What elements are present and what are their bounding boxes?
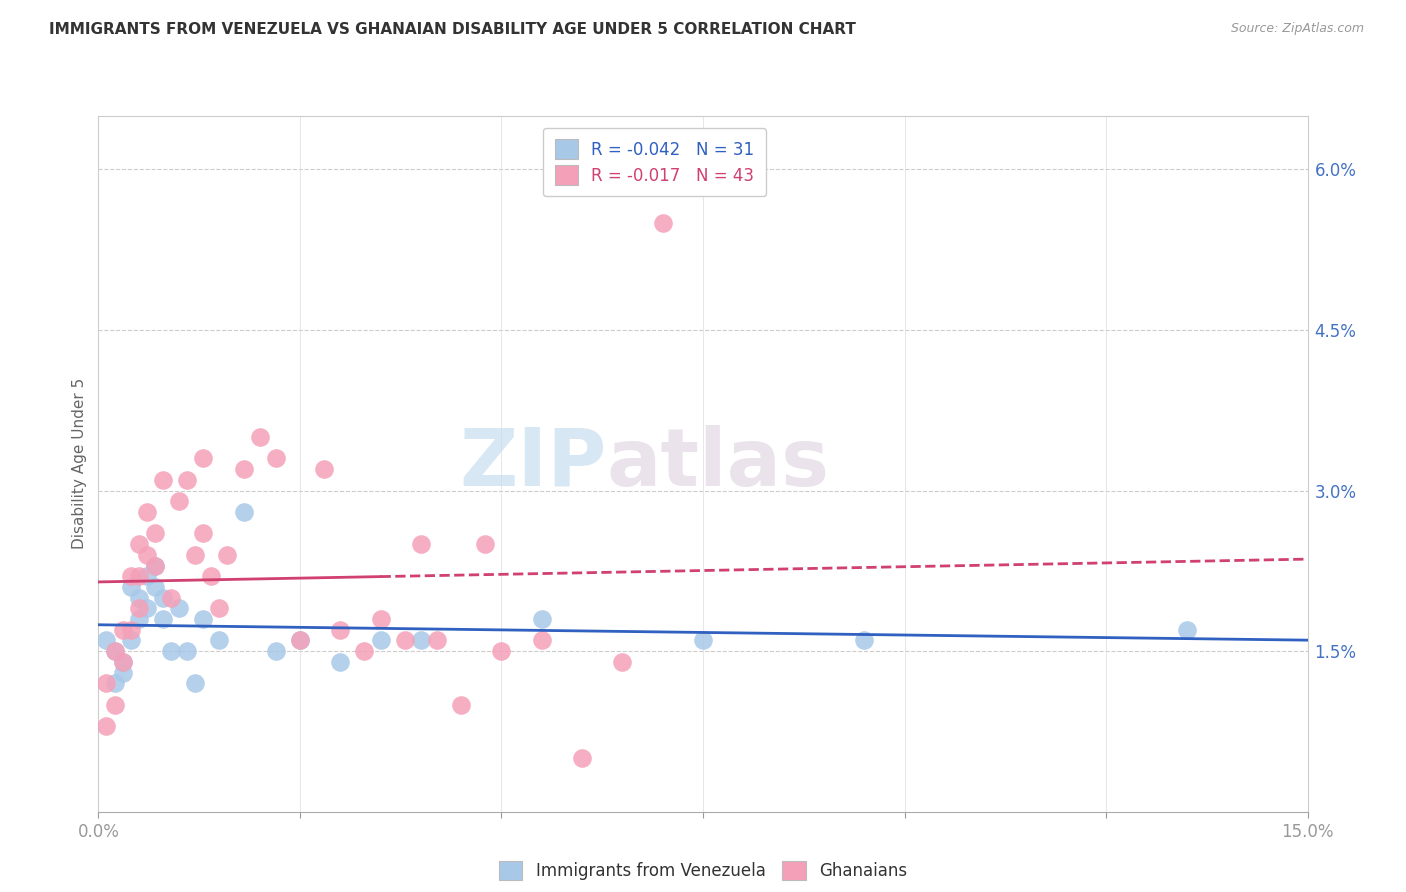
Point (450, 698, 472, 712)
Point (176, 644, 198, 658)
Point (120, 633, 142, 648)
Point (143, 580, 166, 594)
Point (491, 644, 513, 658)
Point (193, 451, 215, 466)
Point (394, 633, 416, 648)
Point (193, 526, 215, 541)
Point (370, 633, 392, 648)
Point (135, 601, 157, 615)
Point (176, 473, 198, 487)
Point (692, 633, 714, 648)
Point (152, 591, 174, 605)
Point (160, 644, 183, 658)
Point (135, 569, 157, 583)
Point (128, 569, 150, 583)
Point (193, 612, 215, 626)
Point (217, 548, 239, 562)
Point (96, 676, 118, 690)
Point (128, 601, 150, 615)
Point (143, 558, 166, 573)
Point (264, 451, 287, 466)
Point (232, 462, 254, 476)
Point (120, 623, 142, 637)
Point (143, 526, 166, 541)
Point (128, 537, 150, 551)
Point (128, 591, 150, 605)
Point (612, 655, 634, 669)
Point (200, 569, 222, 583)
Point (530, 612, 553, 626)
Point (111, 665, 134, 680)
Point (651, 216, 673, 230)
Point (96, 719, 118, 733)
Point (329, 655, 352, 669)
Point (474, 537, 496, 551)
Point (853, 633, 876, 648)
Point (120, 569, 142, 583)
Point (208, 601, 231, 615)
Text: IMMIGRANTS FROM VENEZUELA VS GHANAIAN DISABILITY AGE UNDER 5 CORRELATION CHART: IMMIGRANTS FROM VENEZUELA VS GHANAIAN DI… (49, 22, 856, 37)
Point (111, 655, 134, 669)
Point (160, 591, 183, 605)
Point (103, 644, 125, 658)
Text: atlas: atlas (606, 425, 830, 503)
Point (370, 612, 392, 626)
Legend: Immigrants from Venezuela, Ghanaians: Immigrants from Venezuela, Ghanaians (492, 855, 914, 887)
Point (152, 612, 174, 626)
Point (249, 430, 271, 444)
Point (184, 548, 207, 562)
Point (530, 633, 553, 648)
Point (120, 580, 142, 594)
Point (208, 633, 231, 648)
Point (111, 623, 134, 637)
Point (167, 494, 190, 508)
Point (184, 676, 207, 690)
Point (111, 655, 134, 669)
Point (409, 633, 432, 648)
Text: Source: ZipAtlas.com: Source: ZipAtlas.com (1230, 22, 1364, 36)
Point (329, 623, 352, 637)
Point (96, 633, 118, 648)
Point (264, 644, 287, 658)
Point (232, 505, 254, 519)
Point (353, 644, 375, 658)
Point (409, 537, 432, 551)
Point (135, 505, 157, 519)
Point (314, 462, 336, 476)
Point (288, 633, 311, 648)
Text: ZIP: ZIP (458, 425, 606, 503)
Point (128, 612, 150, 626)
Point (1175, 623, 1198, 637)
Point (167, 601, 190, 615)
Point (103, 698, 125, 712)
Point (288, 633, 311, 648)
Point (571, 751, 593, 765)
Point (143, 558, 166, 573)
Point (152, 473, 174, 487)
Point (426, 633, 449, 648)
Point (103, 676, 125, 690)
Y-axis label: Disability Age Under 5: Disability Age Under 5 (72, 378, 87, 549)
Point (103, 644, 125, 658)
Point (135, 548, 157, 562)
